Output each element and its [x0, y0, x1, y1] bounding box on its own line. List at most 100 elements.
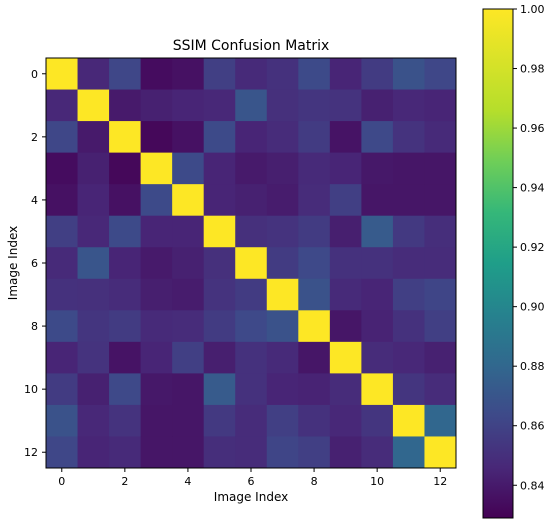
heatmap-cell — [140, 152, 173, 185]
colorbar-tick-label: 0.98 — [520, 63, 545, 76]
colorbar-tick-label: 0.90 — [520, 301, 545, 314]
heatmap-cell — [203, 404, 236, 437]
heatmap-cell — [46, 58, 79, 91]
heatmap-cell — [203, 247, 236, 280]
heatmap-cell — [109, 247, 142, 280]
heatmap-cell — [392, 278, 425, 311]
heatmap-cell — [172, 152, 205, 185]
heatmap-cell — [77, 373, 110, 406]
heatmap-cell — [46, 247, 79, 280]
heatmap-cell — [203, 89, 236, 122]
heatmap-cell — [77, 121, 110, 154]
heatmap-cell — [392, 152, 425, 185]
heatmap-cell — [298, 278, 331, 311]
heatmap-cell — [172, 184, 205, 217]
heatmap-cell — [77, 58, 110, 91]
heatmap-cell — [424, 58, 457, 91]
heatmap-cell — [140, 215, 173, 248]
heatmap-cell — [203, 215, 236, 248]
heatmap-cell — [424, 310, 457, 343]
heatmap-cell — [109, 341, 142, 374]
heatmap-cell — [329, 436, 362, 469]
colorbar-tick-label: 0.94 — [520, 182, 545, 195]
heatmap-cell — [392, 89, 425, 122]
heatmap-cell — [140, 121, 173, 154]
heatmap-cell — [172, 121, 205, 154]
heatmap-cell — [235, 247, 268, 280]
heatmap-cell — [298, 89, 331, 122]
heatmap-cell — [109, 184, 142, 217]
heatmap-cell — [329, 404, 362, 437]
heatmap-cell — [109, 404, 142, 437]
heatmap-cell — [77, 341, 110, 374]
colorbar-tick-label: 0.84 — [520, 479, 545, 492]
heatmap-cell — [298, 373, 331, 406]
x-axis-label: Image Index — [214, 490, 288, 504]
heatmap-cell — [109, 89, 142, 122]
heatmap-cell — [235, 121, 268, 154]
heatmap-cell — [109, 152, 142, 185]
heatmap-cell — [298, 152, 331, 185]
heatmap-cell — [361, 404, 394, 437]
heatmap-cell — [235, 341, 268, 374]
colorbar-tick-label: 0.86 — [520, 420, 545, 433]
colorbar-tick-label: 0.92 — [520, 241, 545, 254]
heatmap-cell — [172, 373, 205, 406]
heatmap-cell — [298, 121, 331, 154]
heatmap-cell — [266, 215, 299, 248]
heatmap-cell — [46, 436, 79, 469]
heatmap-cell — [361, 341, 394, 374]
y-tick-label: 6 — [31, 257, 38, 270]
heatmap-cell — [329, 89, 362, 122]
heatmap-cell — [361, 436, 394, 469]
heatmap-cell — [392, 404, 425, 437]
heatmap-cell — [235, 184, 268, 217]
heatmap-cell — [392, 310, 425, 343]
heatmap-cell — [46, 215, 79, 248]
y-tick-label: 12 — [24, 446, 38, 459]
heatmap-cell — [235, 278, 268, 311]
heatmap-cell — [235, 436, 268, 469]
colorbar-ticks: 0.84 0.86 0.88 0.90 0.92 0.94 0.96 0.98 1.00 — [513, 3, 545, 492]
heatmap-cell — [298, 436, 331, 469]
heatmap-cell — [46, 341, 79, 374]
heatmap-cell — [424, 121, 457, 154]
heatmap-cell — [329, 58, 362, 91]
colorbar-tick-label: 1.00 — [520, 3, 545, 16]
y-tick-label: 2 — [31, 131, 38, 144]
heatmap-cell — [203, 373, 236, 406]
heatmap-cell — [46, 404, 79, 437]
heatmap-cell — [361, 89, 394, 122]
heatmap-cell — [266, 58, 299, 91]
heatmap-cell — [172, 215, 205, 248]
chart-title: SSIM Confusion Matrix — [173, 38, 330, 54]
heatmap-cell — [235, 89, 268, 122]
heatmap-cell — [140, 436, 173, 469]
colorbar-tick-label: 0.88 — [520, 360, 545, 373]
heatmap-cell — [203, 121, 236, 154]
x-tick-label: 4 — [184, 475, 191, 488]
heatmap-cell — [392, 58, 425, 91]
heatmap-cell — [266, 247, 299, 280]
heatmap-cell — [392, 184, 425, 217]
heatmap-cell — [266, 89, 299, 122]
heatmap-cell — [266, 404, 299, 437]
heatmap-cell — [361, 215, 394, 248]
heatmap-cell — [109, 121, 142, 154]
heatmap-cell — [140, 373, 173, 406]
heatmap-cell — [77, 278, 110, 311]
heatmap-cell — [203, 341, 236, 374]
heatmap-cell — [266, 184, 299, 217]
heatmap-cell — [203, 184, 236, 217]
heatmap-cell — [298, 184, 331, 217]
x-tick-label: 2 — [121, 475, 128, 488]
heatmap-cell — [172, 310, 205, 343]
heatmap-cell — [361, 184, 394, 217]
heatmap-cell — [172, 58, 205, 91]
heatmap-cell — [361, 247, 394, 280]
heatmap-cell — [46, 89, 79, 122]
heatmap-cell — [46, 278, 79, 311]
heatmap-cell — [235, 373, 268, 406]
